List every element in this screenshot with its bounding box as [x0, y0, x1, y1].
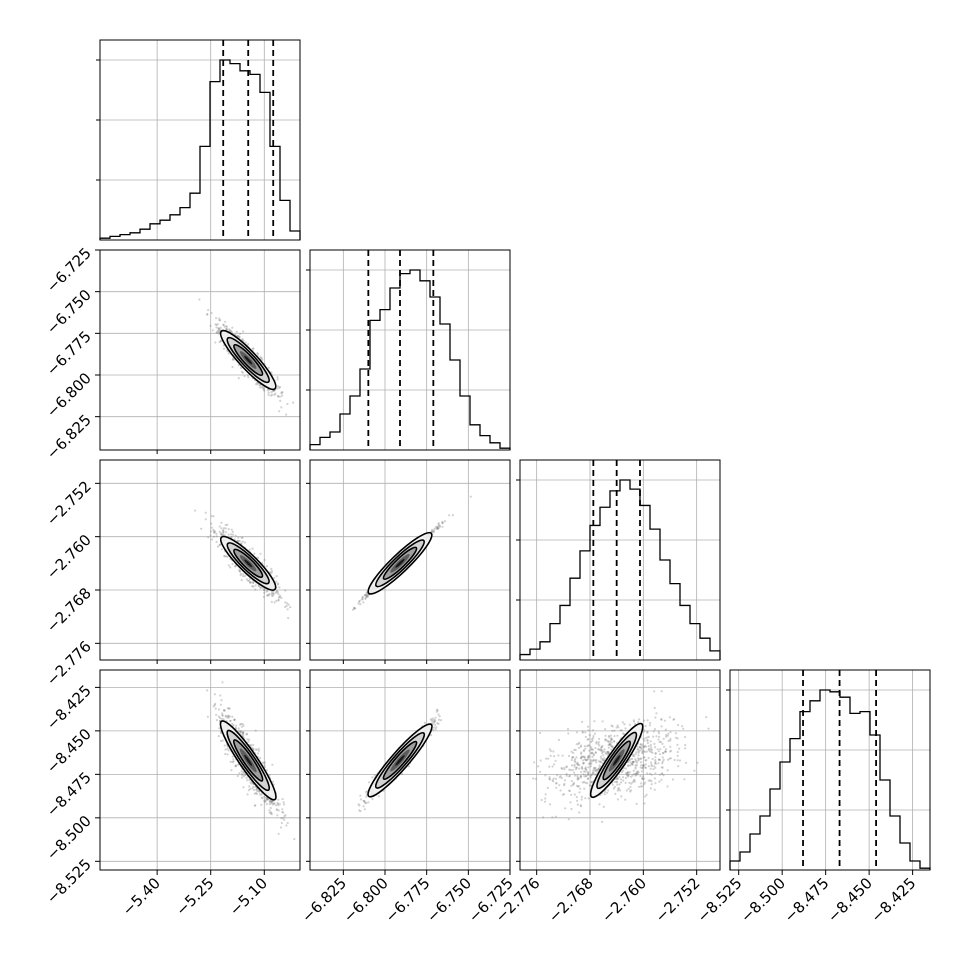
ytick-label: −6.800 [43, 369, 95, 421]
density-contour-4 [395, 755, 405, 766]
pair-frame-3-0 [99, 669, 301, 871]
ytick-label: −2.760 [43, 531, 95, 583]
ytick-label: −8.525 [43, 855, 95, 907]
hist-frame-1 [309, 249, 511, 451]
histogram-3 [729, 689, 931, 870]
pair-frame-2-1 [309, 459, 511, 661]
pair-frame-3-1 [309, 669, 511, 871]
ytick-label: −2.776 [43, 637, 95, 689]
density-contour-4 [244, 559, 253, 568]
ytick-label: −6.725 [43, 244, 95, 296]
histogram-2 [519, 479, 721, 660]
density-contour-4 [244, 355, 253, 365]
ytick-label: −8.450 [43, 725, 95, 777]
xtick-label: −2.752 [652, 874, 704, 926]
ytick-label: −8.500 [43, 812, 95, 864]
pair-density-3-1 [367, 723, 433, 798]
xtick-label: −2.768 [545, 874, 597, 926]
ticks-layer: −5.40 −5.25 −5.10 −6.825−6.800−6.775−6.750−… [43, 59, 919, 926]
frames-layer [99, 39, 931, 871]
xtick-label: −8.450 [824, 874, 876, 926]
pair-frame-3-2 [519, 669, 721, 871]
xtick-label: −5.25 [172, 874, 217, 919]
xtick-label: −6.775 [382, 874, 434, 926]
pair-density-3-2 [589, 722, 644, 799]
ytick-label: −8.475 [43, 768, 95, 820]
density-contour-4 [395, 558, 405, 568]
pair-frame-1-0 [99, 249, 301, 451]
xtick-label: −2.760 [598, 874, 650, 926]
xtick-label: −8.500 [737, 874, 789, 926]
hist-frame-2 [519, 459, 721, 661]
density-layer [219, 329, 644, 801]
xtick-label: −5.40 [119, 874, 164, 919]
hist-frame-0 [99, 39, 301, 241]
density-contour-4 [244, 754, 253, 767]
pair-frame-2-0 [99, 459, 301, 661]
ytick-label: −6.825 [43, 411, 95, 463]
xtick-label: −6.750 [423, 874, 475, 926]
xtick-label: −5.10 [226, 874, 271, 919]
pair-density-3-0 [219, 720, 277, 801]
histogram-1 [309, 269, 511, 450]
ytick-label: −6.750 [43, 286, 95, 338]
density-contour-4 [612, 755, 621, 766]
pair-density-2-1 [367, 531, 433, 595]
ytick-label: −6.775 [43, 327, 95, 379]
xtick-label: −6.800 [340, 874, 392, 926]
xtick-label: −8.525 [694, 874, 746, 926]
hist-frame-3 [729, 669, 931, 871]
xtick-label: −6.825 [298, 874, 350, 926]
xtick-label: −8.425 [867, 874, 919, 926]
ytick-label: −2.752 [43, 477, 95, 529]
pair-density-2-0 [219, 535, 277, 591]
pair-density-1-0 [219, 329, 277, 391]
histogram-0 [99, 59, 301, 240]
ytick-label: −8.425 [43, 682, 95, 734]
ytick-label: −2.768 [43, 584, 95, 636]
marks-layer [99, 40, 931, 870]
xtick-label: −8.475 [781, 874, 833, 926]
